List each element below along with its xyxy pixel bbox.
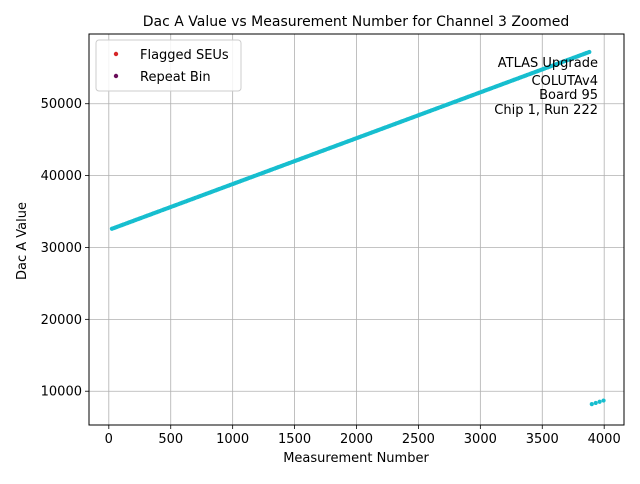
data-points	[109, 49, 606, 407]
legend-marker-flagged-seus	[113, 51, 119, 57]
data-point	[597, 399, 602, 404]
data-point	[593, 400, 598, 406]
data-point	[587, 49, 592, 55]
legend-marker-repeat-bin	[113, 73, 119, 79]
x-tick-label: 0	[105, 432, 113, 447]
y-tick-label: 20000	[41, 313, 82, 328]
annotation-line-3: Board 95	[539, 88, 598, 103]
legend-label-flagged-seus: Flagged SEUs	[140, 48, 229, 63]
y-axis-label: Dac A Value	[15, 202, 30, 280]
annotation-line-1: ATLAS Upgrade	[498, 56, 598, 71]
x-tick-label: 3500	[526, 432, 559, 447]
x-axis-label: Measurement Number	[283, 451, 429, 466]
x-tick-label: 1000	[216, 432, 249, 447]
y-tick-label: 40000	[41, 169, 82, 184]
legend: Flagged SEUs Repeat Bin	[95, 39, 242, 92]
x-tick-label: 2500	[402, 432, 435, 447]
x-tick-label: 3000	[464, 432, 497, 447]
data-point	[589, 402, 594, 407]
data-point	[601, 398, 606, 403]
annotation: ATLAS Upgrade COLUTAv4 Board 95 Chip 1, …	[494, 56, 598, 118]
y-tick-label: 10000	[41, 385, 82, 400]
axis-ticks: 0 500 1000 1500 2000 2500 3000 3500 4000 10000 200…	[41, 97, 621, 447]
annotation-line-4: Chip 1, Run 222	[494, 103, 598, 118]
x-tick-label: 500	[158, 432, 183, 447]
y-tick-label: 30000	[41, 241, 82, 256]
annotation-line-2: COLUTAv4	[532, 74, 598, 89]
x-tick-label: 4000	[588, 432, 621, 447]
x-tick-label: 1500	[278, 432, 311, 447]
legend-label-repeat-bin: Repeat Bin	[140, 70, 211, 85]
legend-box	[95, 39, 242, 92]
chart-title: Dac A Value vs Measurement Number for Ch…	[143, 14, 570, 30]
y-tick-label: 50000	[41, 97, 82, 112]
grid	[89, 34, 624, 425]
x-tick-label: 2000	[340, 432, 373, 447]
